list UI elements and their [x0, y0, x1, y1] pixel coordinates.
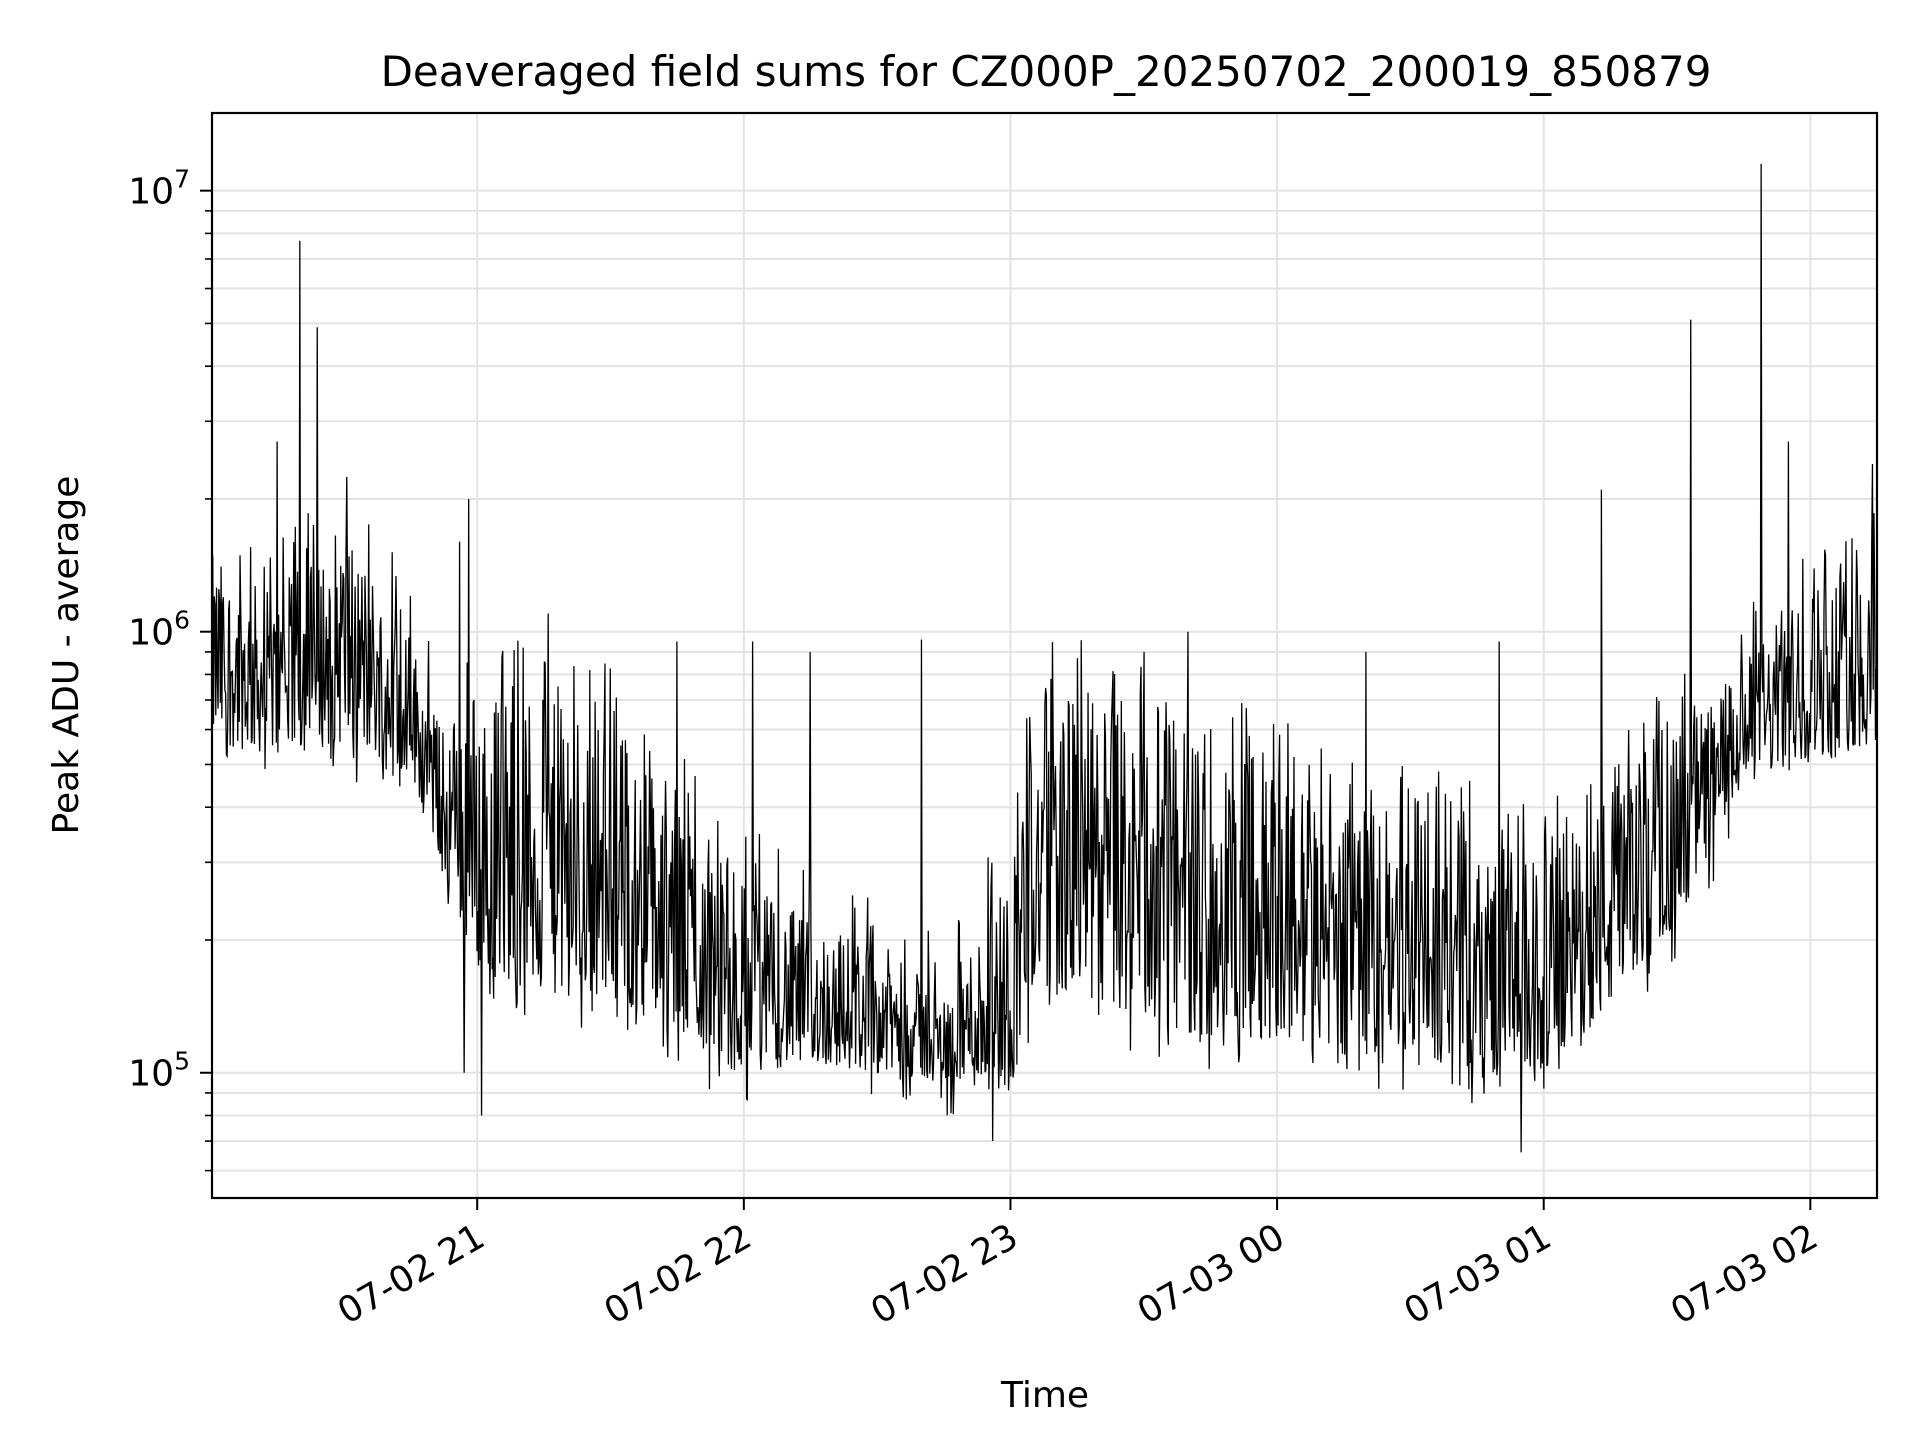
y-axis-label: Peak ADU - average — [46, 476, 87, 835]
series-line — [212, 163, 1877, 1153]
y-axis: 105 106 107 — [128, 165, 212, 1172]
y-tick-label: 107 — [128, 165, 190, 213]
y-tick-label: 105 — [128, 1047, 190, 1095]
plot-frame — [210, 111, 1879, 1200]
y-tick-label: 106 — [128, 606, 190, 654]
chart-title: Deaveraged field sums for CZ000P_2025070… — [381, 47, 1712, 96]
plot-area — [212, 163, 1877, 1153]
x-axis-label: Time — [1000, 1375, 1089, 1416]
